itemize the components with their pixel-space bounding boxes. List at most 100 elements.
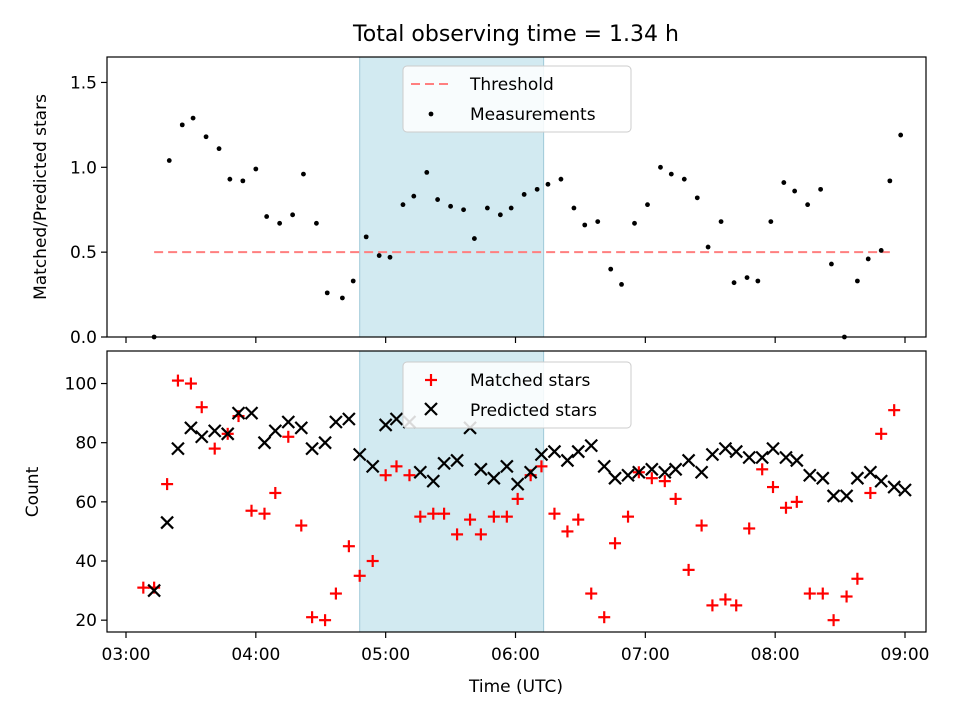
measurement-point xyxy=(411,193,417,199)
predicted-star-point xyxy=(281,415,296,429)
predicted-star-point xyxy=(850,471,865,485)
matched-star-point xyxy=(161,478,174,491)
measurement-point xyxy=(435,197,440,202)
measurement-point xyxy=(781,180,787,185)
measurement-point xyxy=(227,176,233,182)
legend-matched-label: Matched stars xyxy=(470,371,590,391)
measurement-point xyxy=(290,212,296,218)
predicted-star-point xyxy=(365,459,380,474)
predicted-star-point xyxy=(207,424,222,438)
predicted-star-point xyxy=(294,421,309,435)
matched-star-point xyxy=(851,572,864,585)
predicted-star-point xyxy=(389,412,404,426)
matched-star-point xyxy=(208,442,221,455)
measurement-point xyxy=(190,115,196,121)
bottom-axis-ticks: 20 40 60 80 100 03:00 04:00 05:00 06:00 07:00 08:0… xyxy=(65,375,930,665)
matched-star-point xyxy=(379,469,392,482)
bottom-plot: 20 40 60 80 100 03:00 04:00 05:00 06:00 07:00 08:0… xyxy=(23,350,930,697)
measurement-point xyxy=(363,234,369,240)
predicted-star-point xyxy=(534,447,549,462)
predicted-star-point xyxy=(779,450,793,465)
bottom-y-tick-label: 60 xyxy=(75,493,97,513)
predicted-star-point xyxy=(147,583,161,598)
matched-star-point xyxy=(730,599,743,612)
predicted-star-point xyxy=(413,465,428,480)
bottom-legend-box xyxy=(402,361,632,429)
matched-star-point xyxy=(572,513,585,526)
measurement-points xyxy=(151,115,904,340)
measurement-point xyxy=(484,205,490,211)
matched-star-point xyxy=(487,510,500,523)
matched-star-point xyxy=(840,590,853,603)
matched-star-point xyxy=(474,528,487,541)
predicted-star-point xyxy=(766,441,780,456)
matched-star-point xyxy=(585,587,598,600)
measurement-point xyxy=(324,290,330,296)
matched-star-point xyxy=(438,507,451,520)
matched-star-point xyxy=(548,507,561,520)
matched-star-point xyxy=(682,563,695,576)
predicted-star-point xyxy=(898,483,912,497)
predicted-star-point xyxy=(597,459,611,474)
measurement-point xyxy=(718,219,724,225)
predicted-star-point xyxy=(257,435,272,450)
predicted-star-point xyxy=(510,477,525,491)
predicted-star-point xyxy=(658,465,672,480)
measurement-point xyxy=(545,181,551,187)
measurement-point xyxy=(339,295,345,301)
measurement-point xyxy=(558,176,564,182)
predicted-star-point xyxy=(500,459,514,474)
legend-predicted-label: Predicted stars xyxy=(470,401,597,421)
predicted-star-point xyxy=(231,406,246,420)
predicted-star-point xyxy=(329,415,343,429)
matched-star-point xyxy=(342,540,355,553)
measurement-point xyxy=(424,169,430,175)
matched-star-point xyxy=(756,463,769,476)
measurement-point xyxy=(461,207,466,213)
measurement-point xyxy=(645,202,650,208)
measurement-point xyxy=(681,176,687,182)
matched-star-point xyxy=(282,430,295,443)
matched-star-point xyxy=(403,469,416,482)
matched-star-point xyxy=(137,581,150,594)
measurement-point xyxy=(694,195,700,201)
predicted-star-point xyxy=(742,450,756,465)
x-tick-label: 07:00 xyxy=(621,645,670,665)
measurement-point xyxy=(571,205,577,211)
matched-star-point xyxy=(269,486,282,499)
predicted-star-point xyxy=(523,465,538,480)
measurement-point xyxy=(792,188,798,194)
predicted-stars-points xyxy=(147,406,912,598)
measurement-point xyxy=(755,278,761,284)
predicted-star-point xyxy=(839,489,854,503)
matched-star-point xyxy=(258,507,271,520)
predicted-star-point xyxy=(571,444,586,459)
measurement-point xyxy=(376,253,382,258)
measurement-point xyxy=(301,171,306,177)
predicted-star-point xyxy=(437,456,451,471)
top-y-tick-label: 1.5 xyxy=(70,73,97,93)
measurement-point xyxy=(854,278,860,284)
matched-star-point xyxy=(561,525,574,538)
top-plot: 0.0 0.5 1.0 1.5 Matched/Predicted stars Thr… xyxy=(31,56,927,348)
measurement-point xyxy=(768,219,774,225)
matched-star-point xyxy=(888,404,901,417)
matched-star-point xyxy=(767,481,780,494)
measurement-point xyxy=(179,122,185,128)
predicted-star-point xyxy=(705,447,720,462)
predicted-star-point xyxy=(474,462,488,477)
matched-star-point xyxy=(245,504,258,517)
measurement-point xyxy=(705,244,711,250)
matched-star-point xyxy=(511,492,524,505)
measurement-point xyxy=(166,158,172,163)
matched-star-point xyxy=(695,519,708,532)
top-plot-frame xyxy=(106,56,927,338)
legend-matched-swatch xyxy=(425,374,437,386)
predicted-star-point xyxy=(608,471,622,485)
matched-star-point xyxy=(535,460,548,473)
x-tick-label: 03:00 xyxy=(102,645,151,665)
predicted-star-point xyxy=(790,453,804,468)
measurement-point xyxy=(582,222,588,228)
predicted-star-point xyxy=(694,465,709,480)
x-tick-label: 05:00 xyxy=(361,645,410,665)
